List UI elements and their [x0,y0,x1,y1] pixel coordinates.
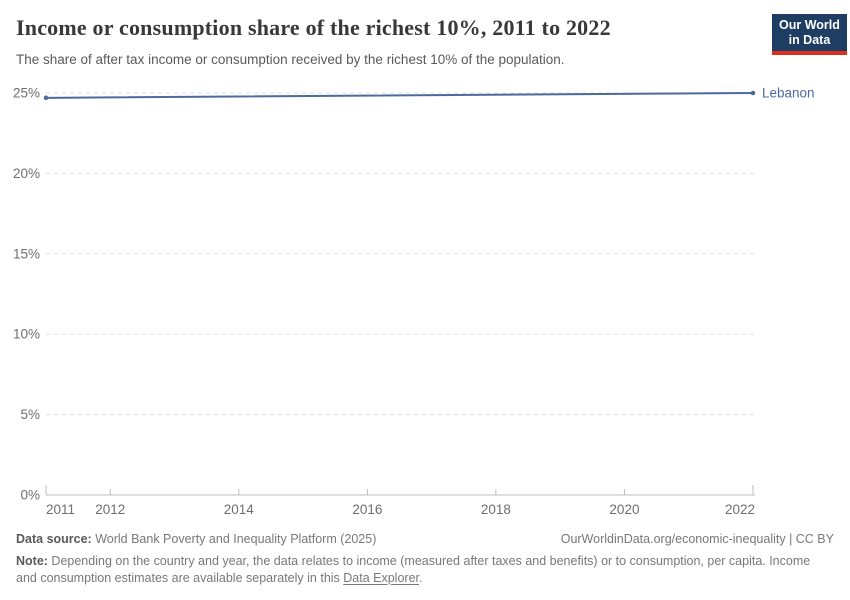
chart-subtitle: The share of after tax income or consump… [16,52,565,67]
x-tick-label: 2022 [725,502,755,517]
y-axis-label: 25% [13,86,40,101]
x-tick-label: 2011 [46,502,75,517]
x-tick-label: 2012 [95,502,125,517]
owid-logo: Our World in Data [772,14,847,55]
series-line [45,92,754,99]
x-tick-label: 2016 [352,502,382,517]
y-axis-label: 0% [20,488,40,503]
data-source-label: Data source: [16,532,92,546]
note-label: Note: [16,554,48,568]
x-tick-label: 2020 [609,502,639,517]
entity-label: Lebanon [762,86,815,101]
logo-line1: Our World [779,18,840,32]
data-point-marker [43,95,49,101]
data-explorer-link[interactable]: Data Explorer [343,571,419,585]
data-source: Data source: World Bank Poverty and Ineq… [16,531,376,547]
note-text: Depending on the country and year, the d… [16,554,811,585]
data-source-text: World Bank Poverty and Inequality Platfo… [91,532,377,546]
y-axis-label: 20% [13,166,40,181]
page-title: Income or consumption share of the riche… [16,15,611,40]
y-axis-label: 15% [13,246,40,261]
logo-line2: in Data [788,33,831,47]
license-text: OurWorldinData.org/economic-inequality |… [560,532,834,546]
footer: Data source: World Bank Poverty and Ineq… [16,531,834,547]
y-axis-label: 5% [20,407,40,422]
y-axis-label: 10% [13,327,40,342]
x-tick-label: 2014 [224,502,255,517]
note-period: . [419,571,423,585]
footer-note: Note: Depending on the country and year,… [16,553,816,587]
data-point-marker [750,90,756,96]
x-tick-label: 2018 [481,502,511,517]
